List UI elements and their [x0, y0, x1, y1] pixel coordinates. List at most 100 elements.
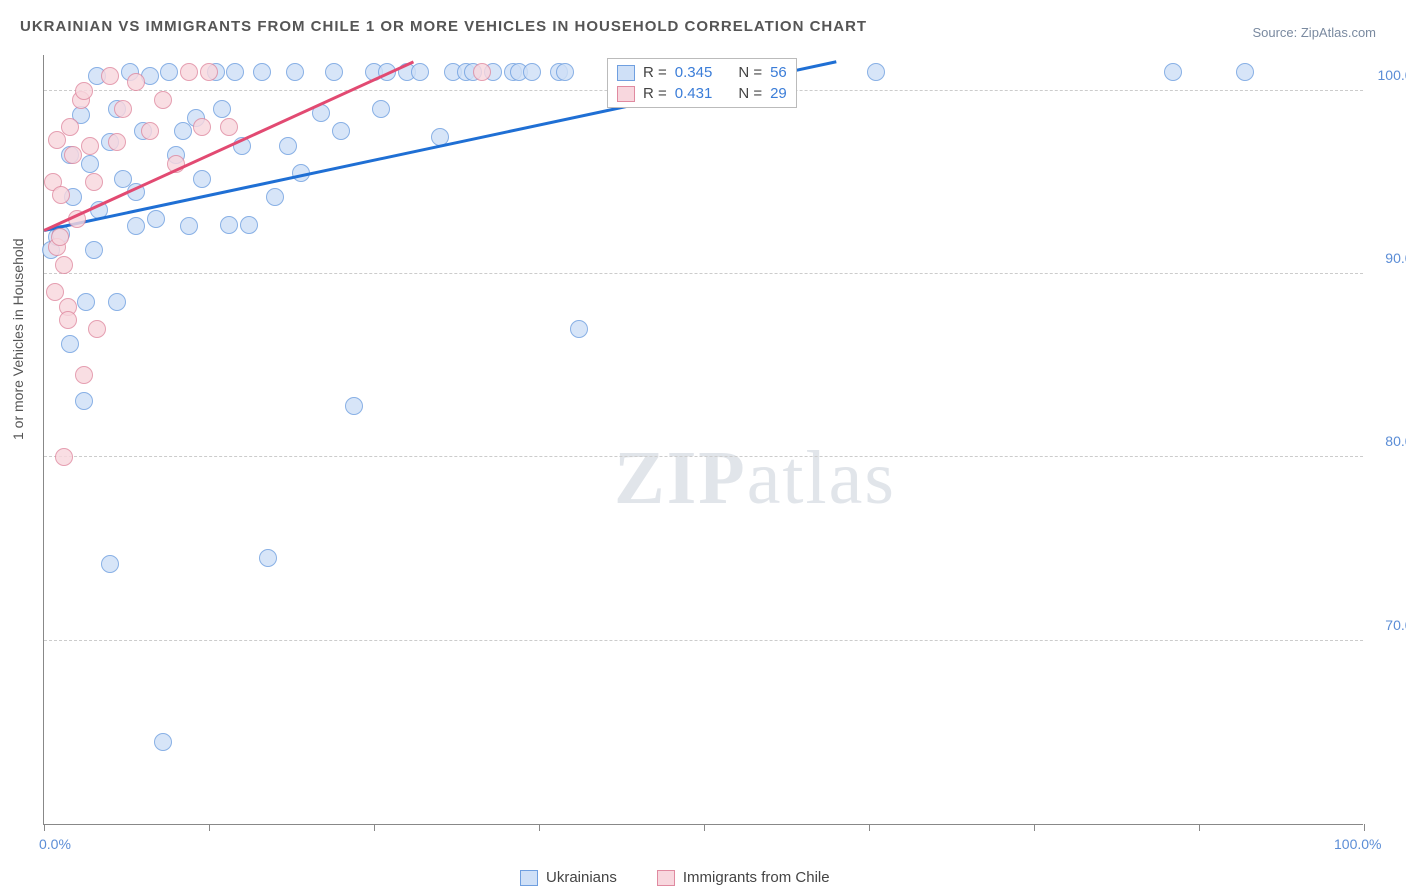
- data-point: [127, 73, 145, 91]
- data-point: [253, 63, 271, 81]
- data-point: [411, 63, 429, 81]
- bottom-legend: Ukrainians Immigrants from Chile: [520, 869, 830, 886]
- x-tick: [209, 824, 210, 831]
- r-value: 0.345: [675, 64, 713, 81]
- x-tick: [1364, 824, 1365, 831]
- data-point: [325, 63, 343, 81]
- n-label: N =: [738, 64, 762, 81]
- n-value: 29: [770, 85, 787, 102]
- watermark: ZIPatlas: [614, 435, 896, 522]
- data-point: [332, 122, 350, 140]
- chart-title: UKRAINIAN VS IMMIGRANTS FROM CHILE 1 OR …: [20, 18, 867, 35]
- data-point: [85, 241, 103, 259]
- x-tick-label: 100.0%: [1334, 836, 1381, 852]
- data-point: [55, 256, 73, 274]
- x-tick: [704, 824, 705, 831]
- y-tick-label: 70.0%: [1385, 617, 1406, 633]
- data-point: [75, 392, 93, 410]
- data-point: [279, 137, 297, 155]
- y-tick-label: 90.0%: [1385, 250, 1406, 266]
- data-point: [61, 118, 79, 136]
- data-point: [154, 733, 172, 751]
- data-point: [213, 100, 231, 118]
- y-axis-title: 1 or more Vehicles in Household: [10, 238, 26, 440]
- r-value: 0.431: [675, 85, 713, 102]
- data-point: [55, 448, 73, 466]
- data-point: [59, 311, 77, 329]
- x-tick: [44, 824, 45, 831]
- data-point: [160, 63, 178, 81]
- data-point: [114, 100, 132, 118]
- stats-row-series2: R = 0.431 N = 29: [611, 83, 793, 104]
- data-point: [286, 63, 304, 81]
- x-tick: [539, 824, 540, 831]
- data-point: [75, 366, 93, 384]
- data-point: [52, 186, 70, 204]
- data-point: [220, 118, 238, 136]
- data-point: [81, 155, 99, 173]
- gridline: [44, 456, 1363, 457]
- data-point: [1164, 63, 1182, 81]
- data-point: [240, 216, 258, 234]
- swatch-icon: [520, 870, 538, 886]
- y-tick-label: 80.0%: [1385, 433, 1406, 449]
- data-point: [88, 320, 106, 338]
- data-point: [85, 173, 103, 191]
- data-point: [556, 63, 574, 81]
- data-point: [101, 555, 119, 573]
- swatch-icon: [657, 870, 675, 886]
- data-point: [259, 549, 277, 567]
- legend-label: Ukrainians: [546, 869, 617, 886]
- scatter-plot: ZIPatlas 70.0%80.0%90.0%100.0%0.0%100.0%: [43, 55, 1363, 825]
- data-point: [46, 283, 64, 301]
- data-point: [75, 82, 93, 100]
- r-label: R =: [643, 85, 667, 102]
- data-point: [220, 216, 238, 234]
- swatch-icon: [617, 65, 635, 81]
- source-label: Source: ZipAtlas.com: [1252, 25, 1376, 40]
- data-point: [101, 67, 119, 85]
- data-point: [473, 63, 491, 81]
- n-label: N =: [738, 85, 762, 102]
- data-point: [345, 397, 363, 415]
- legend-item-series2: Immigrants from Chile: [657, 869, 830, 886]
- stats-row-series1: R = 0.345 N = 56: [611, 62, 793, 83]
- data-point: [266, 188, 284, 206]
- data-point: [180, 63, 198, 81]
- x-tick: [1199, 824, 1200, 831]
- data-point: [193, 118, 211, 136]
- data-point: [193, 170, 211, 188]
- gridline: [44, 273, 1363, 274]
- data-point: [61, 335, 79, 353]
- n-value: 56: [770, 64, 787, 81]
- x-tick: [1034, 824, 1035, 831]
- data-point: [570, 320, 588, 338]
- data-point: [81, 137, 99, 155]
- data-point: [147, 210, 165, 228]
- swatch-icon: [617, 86, 635, 102]
- gridline: [44, 640, 1363, 641]
- data-point: [64, 146, 82, 164]
- data-point: [226, 63, 244, 81]
- legend-item-series1: Ukrainians: [520, 869, 617, 886]
- data-point: [867, 63, 885, 81]
- r-label: R =: [643, 64, 667, 81]
- data-point: [141, 122, 159, 140]
- data-point: [127, 217, 145, 235]
- legend-label: Immigrants from Chile: [683, 869, 830, 886]
- x-tick-label: 0.0%: [39, 836, 71, 852]
- data-point: [523, 63, 541, 81]
- x-tick: [374, 824, 375, 831]
- data-point: [77, 293, 95, 311]
- y-tick-label: 100.0%: [1378, 67, 1406, 83]
- data-point: [108, 293, 126, 311]
- x-tick: [869, 824, 870, 831]
- data-point: [200, 63, 218, 81]
- data-point: [372, 100, 390, 118]
- data-point: [154, 91, 172, 109]
- data-point: [108, 133, 126, 151]
- data-point: [1236, 63, 1254, 81]
- stats-legend-box: R = 0.345 N = 56 R = 0.431 N = 29: [607, 58, 797, 108]
- data-point: [180, 217, 198, 235]
- data-point: [51, 228, 69, 246]
